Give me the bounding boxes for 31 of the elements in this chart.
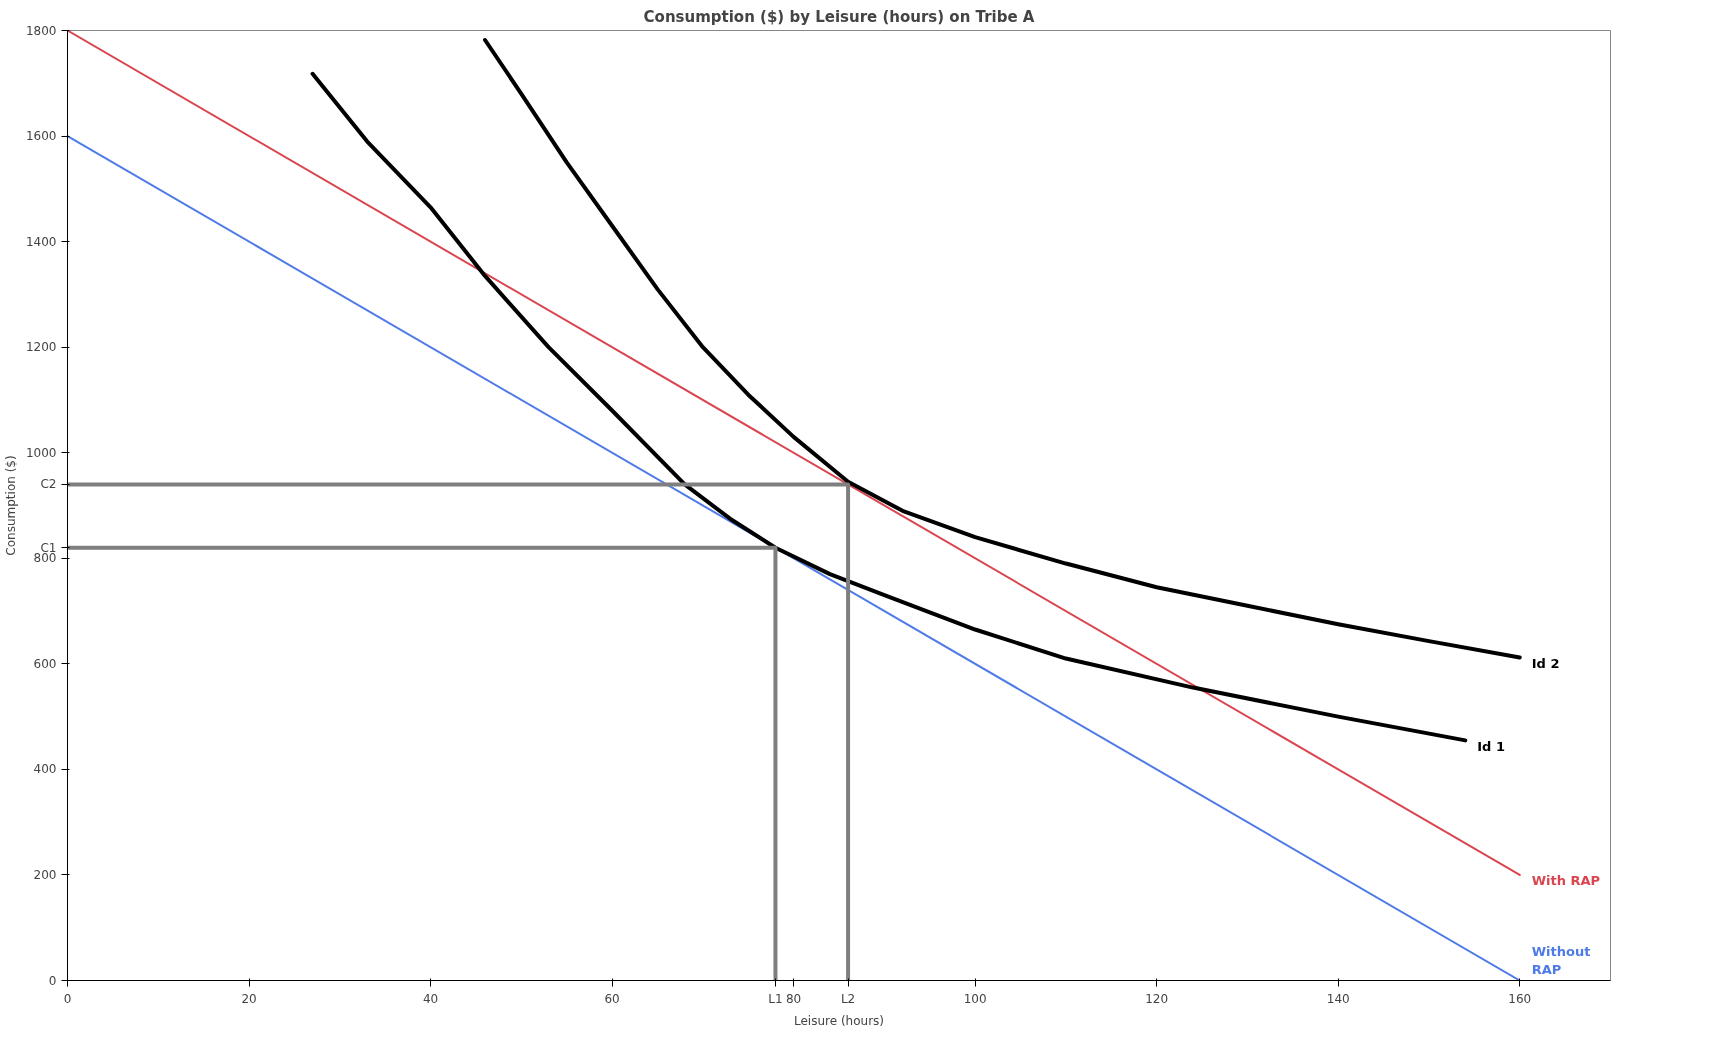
x-tick-label: 0 — [63, 991, 72, 1006]
chart-title: Consumption ($) by Leisure (hours) on Tribe A — [643, 7, 1035, 26]
x-tick-label: 160 — [1508, 991, 1532, 1006]
y-tick-label: 400 — [33, 762, 57, 777]
x-tick-label: 80 — [785, 991, 802, 1006]
y-tick-label: 600 — [33, 656, 57, 671]
series-label: Without RAP — [1531, 943, 1591, 977]
x-tick-label: 140 — [1326, 991, 1350, 1006]
series-label: With RAP — [1531, 873, 1601, 889]
x-tick-label: 60 — [604, 991, 620, 1006]
y-tick-label: 1600 — [25, 129, 57, 144]
y-tick-label: 1400 — [25, 234, 57, 249]
x-tick-label: 40 — [422, 991, 439, 1006]
x-tick-label: 100 — [963, 991, 987, 1006]
line-series — [483, 38, 1522, 660]
y-tick-label: 1800 — [25, 23, 57, 38]
line-series — [310, 71, 1468, 743]
y-tick-label: 1000 — [25, 445, 57, 460]
y-tick-label: 0 — [48, 973, 57, 988]
x-tick-label: 20 — [241, 991, 257, 1006]
y-tick-label: 200 — [33, 867, 57, 882]
x-tick-label: 120 — [1145, 991, 1169, 1006]
x-axis-title: Leisure (hours) — [793, 1013, 885, 1028]
x-tick-label: L1 — [768, 991, 783, 1006]
y-tick-label: 800 — [33, 551, 57, 566]
y-tick-label: 1200 — [25, 340, 57, 355]
y-axis-title: Consumption ($) — [3, 455, 18, 556]
series-label: Id 1 — [1477, 738, 1505, 754]
series-label: Id 2 — [1531, 656, 1560, 671]
y-tick-label: C2 — [40, 477, 57, 492]
x-tick-label: L2 — [840, 991, 856, 1006]
